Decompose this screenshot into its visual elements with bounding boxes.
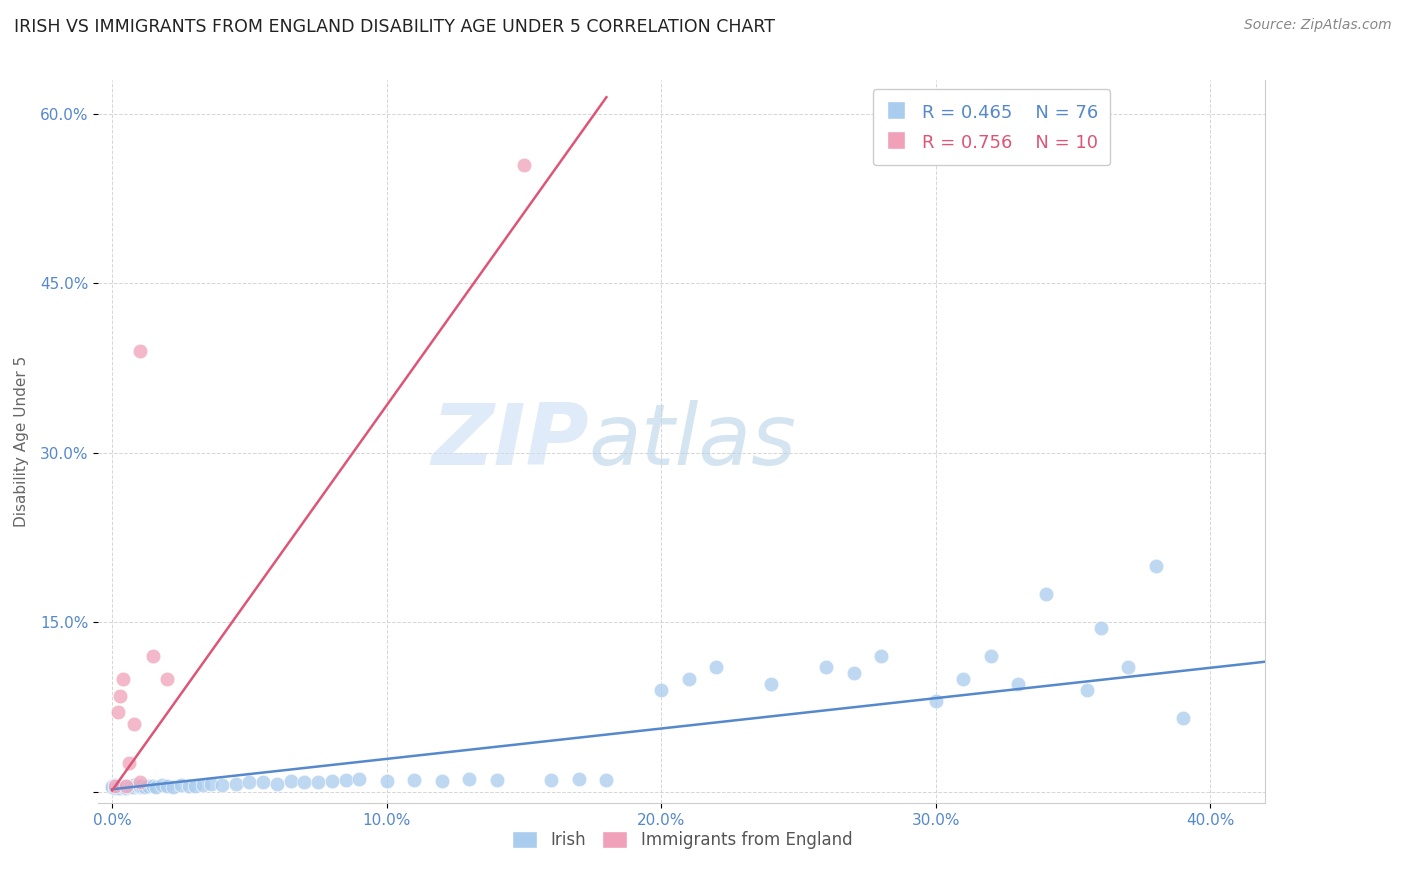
- Point: [115, 781, 138, 796]
- Point: [117, 780, 139, 794]
- Point: [458, 772, 481, 786]
- Point: [125, 779, 148, 793]
- Point: [815, 660, 838, 674]
- Point: [122, 780, 145, 794]
- Point: [115, 779, 138, 793]
- Point: [1076, 682, 1098, 697]
- Point: [375, 774, 398, 789]
- Point: [110, 781, 132, 796]
- Text: ZIP: ZIP: [430, 400, 589, 483]
- Point: [430, 774, 453, 789]
- Point: [110, 779, 132, 793]
- Point: [142, 779, 165, 793]
- Text: IRISH VS IMMIGRANTS FROM ENGLAND DISABILITY AGE UNDER 5 CORRELATION CHART: IRISH VS IMMIGRANTS FROM ENGLAND DISABIL…: [14, 18, 775, 36]
- Point: [107, 781, 129, 796]
- Point: [131, 779, 153, 793]
- Point: [292, 775, 315, 789]
- Point: [842, 665, 865, 680]
- Point: [952, 672, 974, 686]
- Point: [568, 772, 591, 786]
- Point: [170, 778, 193, 792]
- Point: [211, 778, 233, 792]
- Point: [128, 775, 150, 789]
- Point: [704, 660, 727, 674]
- Point: [266, 776, 288, 790]
- Point: [404, 773, 426, 788]
- Y-axis label: Disability Age Under 5: Disability Age Under 5: [14, 356, 30, 527]
- Point: [112, 780, 135, 794]
- Point: [321, 774, 343, 789]
- Point: [128, 344, 150, 359]
- Point: [1116, 660, 1139, 674]
- Point: [1144, 558, 1167, 573]
- Point: [1007, 677, 1029, 691]
- Point: [252, 775, 274, 789]
- Point: [104, 780, 127, 794]
- Point: [177, 779, 200, 793]
- Point: [110, 780, 132, 794]
- Point: [136, 779, 159, 793]
- Point: [107, 779, 129, 793]
- Point: [122, 716, 145, 731]
- Point: [678, 672, 700, 686]
- Point: [101, 779, 124, 793]
- Point: [107, 706, 129, 720]
- Point: [1090, 621, 1112, 635]
- Point: [101, 780, 124, 794]
- Point: [107, 780, 129, 794]
- Point: [145, 780, 167, 794]
- Point: [980, 648, 1002, 663]
- Point: [513, 158, 536, 172]
- Point: [110, 689, 132, 703]
- Point: [1171, 711, 1194, 725]
- Point: [112, 779, 135, 793]
- Point: [200, 776, 222, 790]
- Point: [1035, 587, 1057, 601]
- Point: [307, 775, 329, 789]
- Point: [238, 775, 260, 789]
- Point: [120, 780, 142, 794]
- Text: Source: ZipAtlas.com: Source: ZipAtlas.com: [1244, 18, 1392, 32]
- Point: [540, 773, 562, 788]
- Point: [104, 779, 127, 793]
- Point: [128, 779, 150, 793]
- Point: [104, 779, 127, 793]
- Point: [595, 773, 617, 788]
- Point: [650, 682, 672, 697]
- Point: [335, 773, 357, 788]
- Point: [280, 774, 302, 789]
- Point: [759, 677, 782, 691]
- Point: [150, 778, 173, 792]
- Point: [162, 780, 184, 794]
- Point: [183, 779, 205, 793]
- Point: [117, 779, 139, 793]
- Point: [104, 781, 127, 796]
- Point: [112, 672, 135, 686]
- Point: [925, 694, 948, 708]
- Point: [117, 756, 139, 771]
- Point: [870, 648, 893, 663]
- Point: [120, 779, 142, 793]
- Point: [485, 773, 508, 788]
- Point: [115, 779, 138, 793]
- Point: [156, 779, 179, 793]
- Point: [107, 779, 129, 793]
- Point: [156, 672, 179, 686]
- Point: [104, 778, 127, 792]
- Point: [225, 776, 247, 790]
- Legend: Irish, Immigrants from England: Irish, Immigrants from England: [505, 824, 859, 856]
- Text: atlas: atlas: [589, 400, 797, 483]
- Point: [128, 780, 150, 794]
- Point: [142, 648, 165, 663]
- Point: [134, 780, 156, 794]
- Point: [349, 772, 371, 786]
- Point: [122, 778, 145, 792]
- Point: [104, 781, 127, 796]
- Point: [191, 778, 214, 792]
